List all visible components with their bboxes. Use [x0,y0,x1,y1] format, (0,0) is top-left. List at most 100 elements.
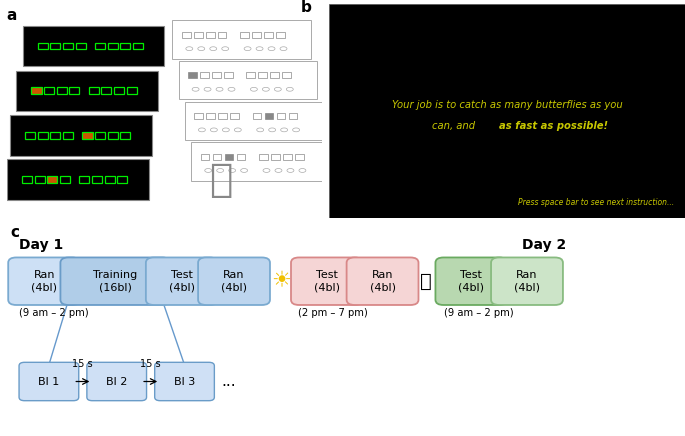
Bar [114,88,124,94]
FancyBboxPatch shape [185,102,323,140]
Text: (9 am – 2 pm): (9 am – 2 pm) [445,308,514,317]
Ellipse shape [251,87,258,91]
Ellipse shape [186,47,192,51]
Ellipse shape [286,87,293,91]
Ellipse shape [216,87,223,91]
Text: Your job is to catch as many butterflies as you: Your job is to catch as many butterflies… [392,100,622,110]
Ellipse shape [292,128,299,132]
Bar [79,176,90,183]
Text: Test
(4bl): Test (4bl) [458,270,484,292]
FancyBboxPatch shape [146,257,218,305]
Bar [121,43,130,49]
Ellipse shape [229,169,236,172]
Bar [63,43,73,49]
Bar [25,133,35,139]
Ellipse shape [268,47,275,51]
Ellipse shape [299,169,306,172]
Text: Ran
(4bl): Ran (4bl) [514,270,540,292]
Ellipse shape [244,47,251,51]
Bar [236,153,245,160]
Text: 🤲: 🤲 [210,161,233,199]
Ellipse shape [269,128,275,132]
FancyBboxPatch shape [179,61,317,99]
Text: Test
(4bl): Test (4bl) [314,270,340,292]
Ellipse shape [222,47,229,51]
Ellipse shape [240,169,247,172]
Bar [38,43,48,49]
Text: Day 1: Day 1 [19,238,63,252]
Bar [288,113,297,119]
Bar [295,153,303,160]
Bar [34,176,45,183]
Ellipse shape [198,47,205,51]
Text: ☀: ☀ [271,271,292,291]
Text: 15 s: 15 s [73,359,93,369]
Bar [252,32,261,38]
Text: 🦋: 🦋 [647,21,667,54]
Text: Press space bar to see next instruction...: Press space bar to see next instruction.… [518,198,674,208]
Text: Ran
(4bl): Ran (4bl) [369,270,395,292]
Ellipse shape [275,169,282,172]
Text: (9 am – 2 pm): (9 am – 2 pm) [19,308,88,317]
Text: b: b [300,0,311,15]
Bar [188,72,197,78]
Bar [182,32,190,38]
Bar [283,153,292,160]
Text: a: a [7,7,17,23]
FancyBboxPatch shape [347,257,419,305]
Bar [50,133,60,139]
Bar [22,176,32,183]
Bar [101,88,112,94]
Bar [108,43,118,49]
Bar [247,72,255,78]
Text: Training
(16bl): Training (16bl) [93,270,138,292]
Bar [271,72,279,78]
Bar [60,176,70,183]
Bar [271,153,279,160]
Bar [10,116,152,156]
Bar [32,88,42,94]
Text: Bl 2: Bl 2 [106,377,127,386]
Bar [95,43,105,49]
Ellipse shape [192,87,199,91]
Bar [258,72,267,78]
FancyBboxPatch shape [19,362,79,401]
Bar [105,176,114,183]
Bar [201,153,210,160]
Bar [225,153,234,160]
Bar [47,176,58,183]
Ellipse shape [263,169,270,172]
Bar [212,153,221,160]
Bar [200,72,209,78]
FancyBboxPatch shape [491,257,563,305]
Bar [44,88,54,94]
Bar [230,113,239,119]
Text: Bl 3: Bl 3 [174,377,195,386]
Text: 15 s: 15 s [140,359,161,369]
Bar [259,153,268,160]
Ellipse shape [256,47,263,51]
Bar [23,26,164,66]
Ellipse shape [262,87,269,91]
FancyBboxPatch shape [8,257,80,305]
Bar [282,72,291,78]
Bar [206,113,215,119]
Ellipse shape [281,128,288,132]
Bar [218,32,227,38]
Ellipse shape [287,169,294,172]
Bar [82,133,92,139]
Text: Ran
(4bl): Ran (4bl) [31,270,57,292]
Text: ...: ... [221,374,236,389]
Bar [194,32,203,38]
Bar [75,43,86,49]
Ellipse shape [280,47,287,51]
Text: as fast as possible!: as fast as possible! [499,121,608,131]
Bar [92,176,102,183]
FancyBboxPatch shape [87,362,147,401]
Bar [253,113,262,119]
Ellipse shape [199,128,205,132]
Bar [240,32,249,38]
Ellipse shape [204,87,211,91]
Text: c: c [10,225,19,239]
Bar [50,43,60,49]
